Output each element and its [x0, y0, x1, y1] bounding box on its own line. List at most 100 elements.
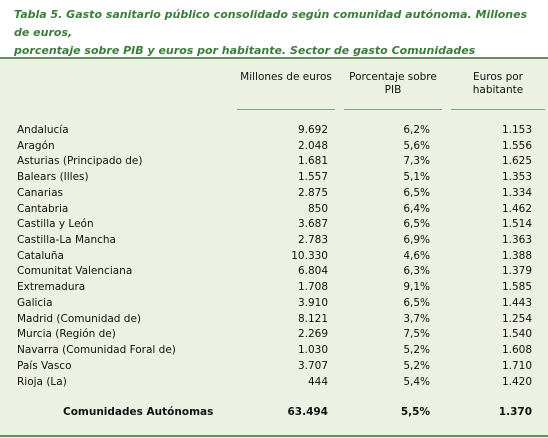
region-name: Aragón — [17, 139, 55, 152]
millones-value: 444 — [307, 375, 328, 388]
euros-value: 1.540 — [501, 328, 532, 341]
porcentaje-value: 5,2% — [403, 359, 430, 372]
millones-value: 3.687 — [297, 218, 328, 231]
region-name: Cataluña — [17, 249, 64, 262]
millones-value: 1.708 — [297, 281, 328, 294]
table-row: Comunitat Valenciana 6.804 6,3% 1.379 — [0, 264, 548, 280]
region-name: Cantabria — [17, 202, 69, 215]
total-millones: 63.494 — [287, 406, 328, 418]
region-name: Asturias (Principado de) — [17, 155, 143, 168]
millones-value: 2.048 — [297, 139, 328, 152]
region-name: Extremadura — [17, 281, 86, 294]
column-header-underline — [344, 109, 442, 110]
total-name: Comunidades Autónomas — [63, 406, 214, 418]
table-row: Galicia 3.910 6,5% 1.443 — [0, 296, 548, 312]
table-row: Asturias (Principado de) 1.681 7,3% 1.625 — [0, 154, 548, 170]
total-euros: 1.370 — [498, 406, 532, 418]
porcentaje-value: 6,3% — [403, 265, 430, 278]
porcentaje-value: 5,2% — [403, 344, 430, 357]
region-name: Galicia — [17, 296, 53, 309]
millones-value: 850 — [307, 202, 328, 215]
table-row: Balears (Illes) 1.557 5,1% 1.353 — [0, 170, 548, 186]
column-header-underline — [451, 109, 545, 110]
porcentaje-value: 6,9% — [403, 234, 430, 247]
region-name: Canarias — [17, 186, 63, 199]
table-row: Madrid (Comunidad de) 8.121 3,7% 1.254 — [0, 312, 548, 328]
euros-value: 1.710 — [501, 359, 532, 372]
column-header-millones: Millones de euros — [240, 71, 332, 83]
porcentaje-value: 7,3% — [403, 155, 430, 168]
caption-line-1: Tabla 5. Gasto sanitario público consoli… — [14, 8, 528, 39]
euros-value: 1.153 — [501, 124, 532, 136]
region-name: País Vasco — [17, 359, 72, 372]
table-panel — [0, 57, 548, 438]
porcentaje-value: 5,4% — [403, 375, 430, 388]
column-header-underline — [237, 109, 335, 110]
table-row: Aragón 2.048 5,6% 1.556 — [0, 139, 548, 155]
millones-value: 1.557 — [297, 171, 328, 184]
euros-value: 1.334 — [501, 186, 532, 199]
porcentaje-value: 6,2% — [403, 124, 430, 136]
euros-value: 1.388 — [501, 249, 532, 262]
euros-value: 1.420 — [501, 375, 532, 388]
porcentaje-value: 6,5% — [403, 296, 430, 309]
table-top-rule — [0, 57, 548, 59]
euros-value: 1.514 — [501, 218, 532, 231]
table-row: Canarias 2.875 6,5% 1.334 — [0, 186, 548, 202]
table-row: Murcia (Región de) 2.269 7,5% 1.540 — [0, 327, 548, 343]
porcentaje-value: 3,7% — [403, 312, 430, 325]
porcentaje-value: 5,6% — [403, 139, 430, 152]
millones-value: 1.030 — [297, 344, 328, 357]
porcentaje-value: 7,5% — [403, 328, 430, 341]
millones-value: 3.707 — [297, 359, 328, 372]
euros-value: 1.585 — [501, 281, 532, 294]
euros-value: 1.379 — [501, 265, 532, 278]
table-row: Castilla-La Mancha 2.783 6,9% 1.363 — [0, 233, 548, 249]
region-name: Murcia (Región de) — [17, 328, 116, 341]
total-row: Comunidades Autónomas 63.494 5,5% 1.370 — [0, 405, 548, 421]
table-row: País Vasco 3.707 5,2% 1.710 — [0, 359, 548, 375]
table-row: Cataluña 10.330 4,6% 1.388 — [0, 249, 548, 265]
table-row: Extremadura 1.708 9,1% 1.585 — [0, 280, 548, 296]
euros-value: 1.363 — [501, 234, 532, 247]
region-name: Rioja (La) — [17, 375, 67, 388]
region-name: Castilla y León — [17, 218, 94, 231]
porcentaje-value: 6,4% — [403, 202, 430, 215]
euros-value: 1.462 — [501, 202, 532, 215]
column-header-euros: Euros por habitante — [472, 71, 524, 96]
euros-value: 1.556 — [501, 139, 532, 152]
euros-value: 1.608 — [501, 344, 532, 357]
millones-value: 2.269 — [297, 328, 328, 341]
millones-value: 1.681 — [297, 155, 328, 168]
millones-value: 3.910 — [297, 296, 328, 309]
table-row: Rioja (La) 444 5,4% 1.420 — [0, 375, 548, 391]
table-row: Navarra (Comunidad Foral de) 1.030 5,2% 1.6… — [0, 343, 548, 359]
millones-value: 10.330 — [291, 249, 328, 262]
millones-value: 9.692 — [297, 124, 328, 136]
region-name: Castilla-La Mancha — [17, 234, 116, 247]
region-name: Balears (Illes) — [17, 171, 89, 184]
porcentaje-value: 9,1% — [403, 281, 430, 294]
euros-value: 1.443 — [501, 296, 532, 309]
millones-value: 6.804 — [297, 265, 328, 278]
porcentaje-value: 5,1% — [403, 171, 430, 184]
column-header-porcentaje: Porcentaje sobre PIB — [349, 71, 437, 96]
euros-value: 1.254 — [501, 312, 532, 325]
euros-value: 1.625 — [501, 155, 532, 168]
table-row: Castilla y León 3.687 6,5% 1.514 — [0, 217, 548, 233]
porcentaje-value: 6,5% — [403, 186, 430, 199]
total-porcentaje: 5,5% — [400, 406, 430, 418]
millones-value: 2.875 — [297, 186, 328, 199]
region-name: Comunitat Valenciana — [17, 265, 133, 278]
porcentaje-value: 6,5% — [403, 218, 430, 231]
region-name: Andalucía — [17, 124, 69, 136]
millones-value: 8.121 — [297, 312, 328, 325]
table-row: Cantabria 850 6,4% 1.462 — [0, 202, 548, 218]
porcentaje-value: 4,6% — [403, 249, 430, 262]
euros-value: 1.353 — [501, 171, 532, 184]
region-name: Navarra (Comunidad Foral de) — [17, 344, 176, 357]
region-name: Madrid (Comunidad de) — [17, 312, 142, 325]
table-row: Andalucía 9.692 6,2% 1.153 — [0, 123, 548, 139]
millones-value: 2.783 — [297, 234, 328, 247]
table-bottom-rule — [0, 435, 548, 437]
